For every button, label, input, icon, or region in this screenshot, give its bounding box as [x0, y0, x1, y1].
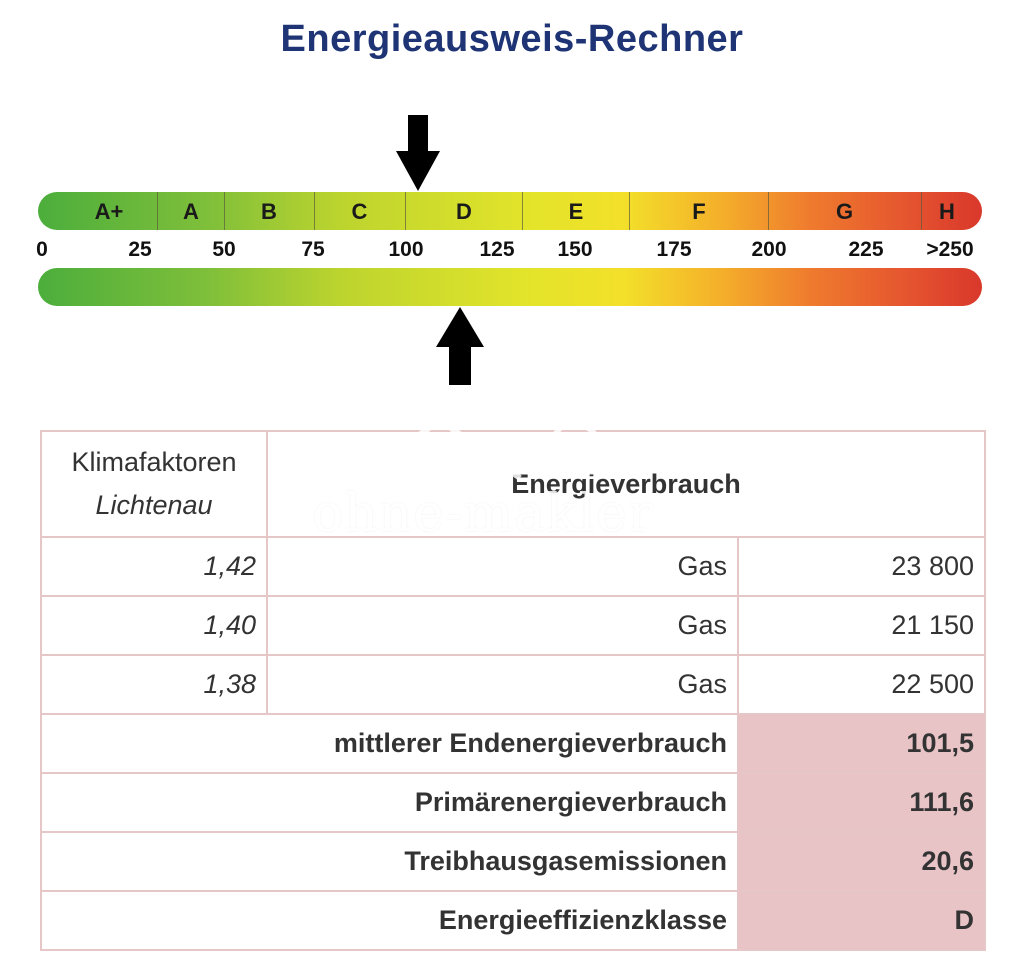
- summary-label: Primärenergieverbrauch: [40, 772, 739, 833]
- class-label-c: C: [351, 199, 368, 224]
- climate-factor: 1,40: [40, 595, 268, 656]
- class-label-g: G: [835, 199, 854, 224]
- climate-factor: 1,38: [40, 654, 268, 715]
- consumption-value: 21 150: [737, 595, 986, 656]
- class-divider: [629, 192, 630, 230]
- class-divider: [921, 192, 922, 230]
- table-row: 1,42 Gas 23 800: [40, 536, 986, 597]
- summary-value: 101,5: [737, 713, 986, 774]
- class-label-f: F: [692, 199, 706, 224]
- summary-label: Treibhausgasemissionen: [40, 831, 739, 892]
- summary-label: Energieeffizienzklasse: [40, 890, 739, 951]
- energy-table: Klimafaktoren Lichtenau Energieverbrauch…: [40, 430, 986, 951]
- class-divider: [768, 192, 769, 230]
- scale-tick: 25: [128, 238, 152, 261]
- class-divider: [224, 192, 225, 230]
- summary-label: mittlerer Endenergieverbrauch: [40, 713, 739, 774]
- location-label: Lichtenau: [95, 490, 213, 520]
- summary-row: Energieeffizienzklasse D: [40, 890, 986, 951]
- scale-tick: >250: [926, 238, 974, 261]
- consumption-value: 22 500: [737, 654, 986, 715]
- scale-tick: 75: [301, 238, 325, 261]
- scale-tick: 175: [656, 238, 692, 261]
- table-row: 1,40 Gas 21 150: [40, 595, 986, 656]
- scale-tick: 50: [212, 238, 236, 261]
- summary-row: Primärenergieverbrauch 111,6: [40, 772, 986, 833]
- scale-tick: 200: [751, 238, 787, 261]
- scale-tick: 0: [36, 238, 48, 261]
- energieverbrauch-header: Energieverbrauch: [266, 430, 986, 538]
- page-title: Energieausweis-Rechner: [280, 18, 744, 60]
- class-label-e: E: [568, 199, 584, 224]
- up-arrow-icon: [436, 307, 484, 385]
- table-row: 1,38 Gas 22 500: [40, 654, 986, 715]
- scale-tick: 225: [848, 238, 884, 261]
- class-divider: [405, 192, 406, 230]
- class-label-a: A: [183, 199, 199, 224]
- class-label-d: D: [456, 199, 472, 224]
- summary-row: mittlerer Endenergieverbrauch 101,5: [40, 713, 986, 774]
- class-label-h: H: [939, 199, 955, 224]
- climate-factor: 1,42: [40, 536, 268, 597]
- class-divider: [522, 192, 523, 230]
- summary-value: D: [737, 890, 986, 951]
- consumption-value: 23 800: [737, 536, 986, 597]
- energy-scale-bar: [38, 268, 982, 306]
- scale-tick: 100: [388, 238, 424, 261]
- scale-tick: 150: [557, 238, 593, 261]
- down-arrow-icon: [396, 115, 440, 191]
- class-divider: [314, 192, 315, 230]
- fuel-type: Gas: [266, 536, 739, 597]
- summary-value: 20,6: [737, 831, 986, 892]
- summary-row: Treibhausgasemissionen 20,6: [40, 831, 986, 892]
- class-label-b: B: [261, 199, 277, 224]
- fuel-type: Gas: [266, 654, 739, 715]
- fuel-type: Gas: [266, 595, 739, 656]
- class-divider: [157, 192, 158, 230]
- summary-value: 111,6: [737, 772, 986, 833]
- klimafaktoren-label: Klimafaktoren: [71, 446, 237, 477]
- efficiency-class-bar: A+ A B C D E F G H: [38, 192, 982, 230]
- scale-tick: 125: [479, 238, 515, 261]
- class-label-a-plus: A+: [94, 199, 124, 224]
- klimafaktoren-header: Klimafaktoren Lichtenau: [40, 430, 268, 538]
